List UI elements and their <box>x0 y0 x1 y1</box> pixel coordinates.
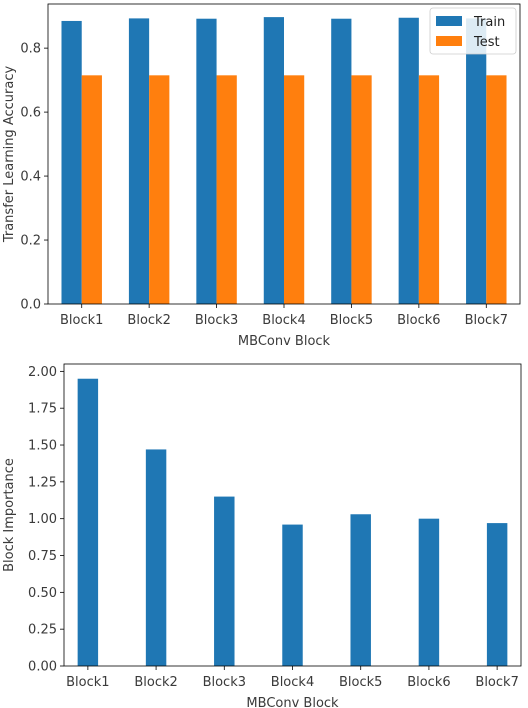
y-tick-label: 0.75 <box>28 549 57 564</box>
x-tick-label: Block4 <box>262 313 305 328</box>
y-tick-label: 0.2 <box>20 234 41 249</box>
legend-label-train: Train <box>473 15 505 30</box>
y-tick-label: 1.00 <box>28 512 57 527</box>
bar-value-block3 <box>214 496 235 666</box>
y-tick-label: 0.00 <box>28 660 57 675</box>
bar-test-block1 <box>81 75 102 304</box>
bar-value-block1 <box>77 378 99 666</box>
y-tick-label: 1.50 <box>28 439 57 454</box>
y-axis-label: Block Importance <box>2 458 17 572</box>
legend-label-test: Test <box>473 35 500 50</box>
y-axis-label: Transfer Learning Accuracy <box>2 66 17 244</box>
chart-panel-1: 0.0 0.2 0.4 0.6 0.8 Block1 Block2 Block3 Block4 B… <box>2 3 521 349</box>
legend-swatch-test <box>436 36 462 46</box>
y-tick-label: 1.75 <box>28 402 57 417</box>
bar-train-block2 <box>128 18 150 304</box>
bar-train-block6 <box>398 17 419 304</box>
bar-test-block6 <box>418 75 440 304</box>
y-tick-label: 0.4 <box>20 170 41 185</box>
x-axis-label: MBConv Block <box>238 334 331 349</box>
x-tick-label: Block3 <box>203 675 246 690</box>
x-tick-label: Block7 <box>465 313 508 328</box>
y-tick-label: 0.25 <box>28 623 57 638</box>
legend-swatch-train <box>436 16 462 26</box>
x-tick-label: Block3 <box>195 313 238 328</box>
bar-test-block5 <box>351 75 372 304</box>
bar-test-block7 <box>486 75 507 304</box>
x-tick-label: Block1 <box>66 675 109 690</box>
bar-train-block3 <box>196 18 217 305</box>
y-tick-label: 0.6 <box>20 106 41 121</box>
bar-train-block7 <box>466 18 487 304</box>
x-axis-label: MBConv Block <box>246 696 339 708</box>
y-tick-label: 0.0 <box>20 298 41 313</box>
y-tick-label: 2.00 <box>28 365 57 380</box>
bar-train-block4 <box>263 17 284 305</box>
bar-value-block7 <box>486 523 508 666</box>
x-tick-label: Block6 <box>407 675 450 690</box>
x-tick-label: Block6 <box>397 313 440 328</box>
bar-test-block4 <box>284 75 305 304</box>
y-tick-label: 1.25 <box>28 475 57 490</box>
bar-value-block4 <box>282 524 303 666</box>
x-tick-label: Block2 <box>127 313 170 328</box>
bar-test-block2 <box>149 75 170 304</box>
bar-value-block2 <box>145 449 167 666</box>
bar-test-block3 <box>216 75 237 304</box>
bar-value-block5 <box>350 514 371 666</box>
x-tick-label: Block5 <box>330 313 373 328</box>
bar-value-block6 <box>418 518 440 666</box>
x-tick-label: Block4 <box>271 675 314 690</box>
x-tick-label: Block1 <box>60 313 103 328</box>
bar-train-block5 <box>331 18 352 305</box>
y-tick-label: 0.50 <box>28 586 57 601</box>
chart-panel-2: 0.00 0.25 0.50 0.75 1.00 1.25 1.50 1.75 2.00 Bloc… <box>2 363 522 708</box>
bar-train-block1 <box>61 20 82 304</box>
x-tick-label: Block2 <box>134 675 177 690</box>
x-tick-label: Block7 <box>475 675 518 690</box>
legend: Train Test <box>429 7 517 55</box>
x-tick-label: Block5 <box>339 675 382 690</box>
y-tick-label: 0.8 <box>20 42 41 57</box>
